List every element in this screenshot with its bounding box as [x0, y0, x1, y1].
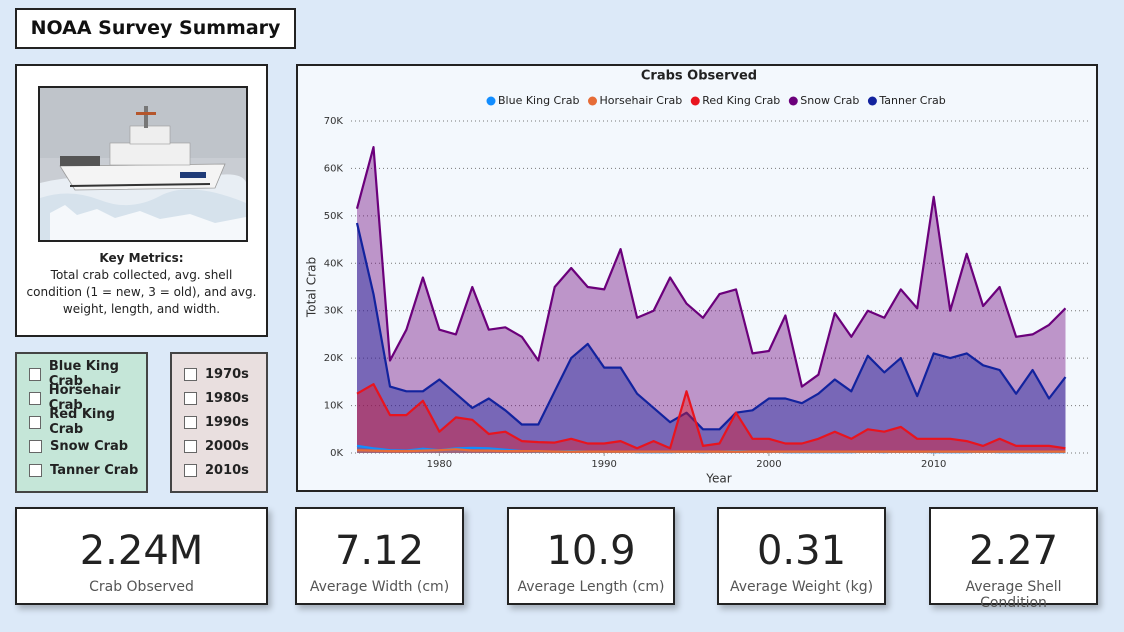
checkbox[interactable] [184, 415, 197, 429]
kpi-label: Average Shell Condition [965, 579, 1062, 611]
legend-label: Red King Crab [702, 94, 780, 107]
y-tick-label: 70K [324, 116, 344, 127]
legend-label: Blue King Crab [498, 94, 580, 107]
legend-label: Snow Crab [800, 94, 859, 107]
kpi-card: 2.27 Average Shell Condition [929, 507, 1098, 611]
line [356, 448, 1066, 453]
legend-marker [588, 96, 597, 106]
checkbox[interactable] [184, 463, 197, 477]
info-panel: Key Metrics: Total crab collected, avg. … [15, 64, 268, 337]
checkbox[interactable] [184, 391, 197, 405]
filter-option[interactable]: 1990s [172, 410, 266, 434]
filter-label[interactable]: Blue King Crab [48, 359, 119, 389]
y-axis-title: Total Crab [305, 257, 319, 318]
x-tick-label: 2010 [921, 459, 946, 470]
kpi-label: Crab Observed [89, 579, 194, 595]
kpi-value: 2.27 [968, 528, 1059, 574]
filter-option[interactable]: 1980s [172, 386, 266, 410]
key-metrics: Key Metrics: Total crab collected, avg. … [23, 250, 260, 318]
filter-option[interactable]: 1970s [172, 362, 266, 386]
kpi-label: Average Length (cm) [517, 579, 665, 595]
chart: Crabs Observed Year Total Crab 0K 10K 20K 3… [305, 69, 1088, 486]
x-axis-title: Year [705, 472, 731, 486]
chart-title: Crabs Observed [641, 69, 757, 84]
checkbox[interactable] [29, 391, 41, 405]
kpi-label: Average Weight (kg) [729, 579, 874, 595]
y-tick-label: 60K [324, 163, 344, 174]
y-tick-label: 20K [324, 353, 344, 364]
y-tick-label: 10K [324, 401, 344, 412]
checkbox[interactable] [29, 415, 42, 429]
decade-filter: 1970s 1980s 1990s 2000s 2010s [170, 352, 268, 493]
ship-photo [38, 86, 248, 242]
kpi-card: 10.9 Average Length (cm) [507, 507, 675, 605]
page-title: NOAA Survey Summary [15, 8, 296, 49]
line [355, 146, 1067, 388]
filter-option[interactable]: Red King Crab [17, 407, 146, 437]
filter-label[interactable]: 2010s [205, 462, 249, 478]
kpi-card: 0.31 Average Weight (kg) [717, 507, 886, 605]
filter-option[interactable]: 2000s [172, 434, 266, 458]
x-tick-label: 1980 [427, 459, 452, 470]
filter-label[interactable]: 1970s [205, 366, 249, 382]
filter-option[interactable]: Tanner Crab [17, 458, 146, 482]
legend-marker [690, 96, 700, 106]
kpi-value: 7.12 [334, 528, 425, 574]
chart-panel: Crabs Observed Year Total Crab 0K 10K 20K 3… [296, 64, 1098, 492]
filter-option[interactable]: Blue King Crab [17, 359, 146, 389]
species-filter: Blue King Crab Horsehair Crab Red King Cra… [15, 352, 148, 493]
kpi-value: 0.31 [756, 528, 847, 574]
line [356, 383, 1066, 450]
key-metrics-heading: Key Metrics: [99, 251, 184, 265]
legend-label: Horsehair Crab [600, 94, 683, 107]
filter-label[interactable]: Red King Crab [49, 407, 115, 437]
y-tick-label: 50K [324, 211, 344, 222]
filter-label[interactable]: Snow Crab [50, 438, 129, 454]
checkbox[interactable] [29, 367, 41, 381]
y-tick-label: 40K [324, 258, 344, 269]
checkbox[interactable] [184, 367, 197, 381]
key-metrics-text: Total crab collected, avg. shell conditi… [26, 268, 257, 316]
filter-label[interactable]: Horsehair Crab [48, 383, 121, 413]
filter-label[interactable]: 1990s [205, 414, 249, 430]
kpi-value: 10.9 [546, 528, 636, 574]
area [357, 223, 1066, 453]
filter-option[interactable]: 2010s [172, 458, 266, 482]
filter-label[interactable]: Tanner Crab [50, 462, 139, 478]
filter-option[interactable]: Horsehair Crab [17, 383, 146, 413]
kpi-label: Average Width (cm) [309, 579, 450, 595]
checkbox[interactable] [29, 463, 42, 477]
x-tick-label: 1990 [591, 459, 616, 470]
legend-label: Tanner Crab [878, 94, 945, 107]
area [357, 147, 1066, 453]
legend-marker [486, 96, 496, 106]
kpi-card: 2.24M Crab Observed [15, 507, 268, 605]
x-tick-label: 2000 [756, 459, 781, 470]
legend-marker [788, 96, 798, 106]
checkbox[interactable] [29, 439, 42, 453]
kpi-value: 2.24M [79, 528, 204, 574]
y-tick-label: 0K [330, 448, 343, 459]
line [355, 222, 1067, 431]
checkbox[interactable] [184, 439, 197, 453]
legend-marker [867, 96, 877, 106]
area [357, 384, 1066, 453]
filter-label[interactable]: 2000s [205, 438, 249, 454]
kpi-card: 7.12 Average Width (cm) [295, 507, 464, 605]
filter-option[interactable]: Snow Crab [17, 434, 146, 458]
y-tick-label: 30K [324, 306, 344, 317]
filter-label[interactable]: 1980s [205, 390, 249, 406]
